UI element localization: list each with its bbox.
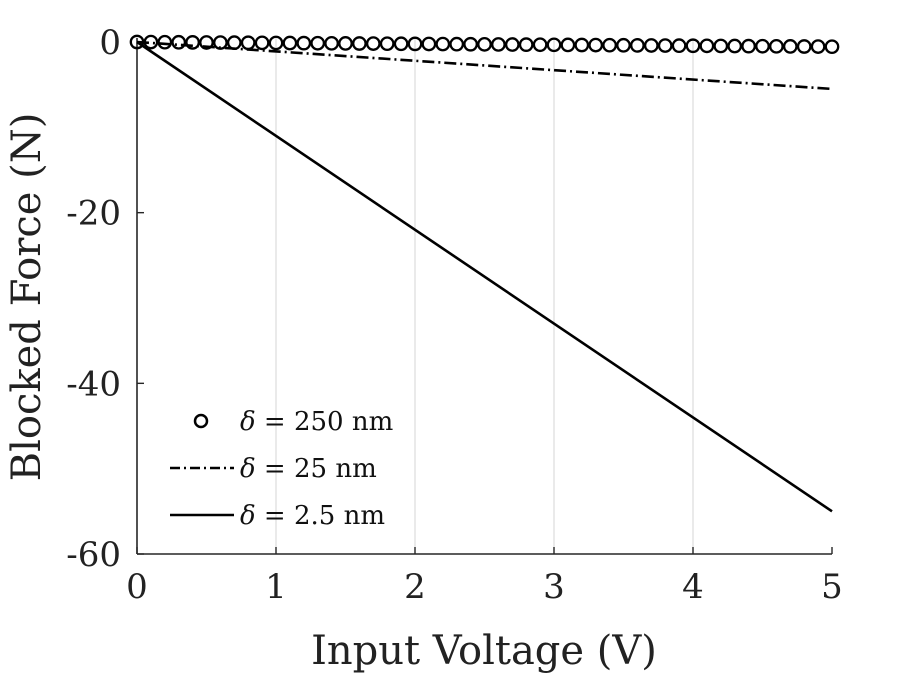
y-tick-label: -40 bbox=[66, 364, 121, 404]
data-point-circle bbox=[171, 34, 187, 50]
data-point-circle bbox=[379, 36, 395, 52]
data-point-circle bbox=[574, 37, 590, 53]
axes bbox=[136, 38, 833, 555]
x-tick-label: 4 bbox=[682, 567, 704, 607]
data-point-circle bbox=[491, 37, 506, 52]
data-point-circle bbox=[393, 36, 409, 52]
y-tick-label: 0 bbox=[99, 23, 121, 63]
data-point-circle bbox=[449, 36, 465, 52]
legend: δ = 250 nm δ = 25 nm δ = 2.5 nm bbox=[170, 407, 393, 531]
x-axis-title: Input Voltage (V) bbox=[311, 628, 657, 674]
legend-marker-circle bbox=[193, 413, 209, 429]
data-point-circle bbox=[310, 35, 326, 51]
data-point-circle bbox=[713, 38, 729, 54]
y-tick-label: -60 bbox=[66, 535, 121, 575]
x-tick-label: 2 bbox=[404, 567, 426, 607]
x-tick-label: 3 bbox=[543, 567, 565, 607]
data-point-circle bbox=[532, 37, 548, 53]
data-point-circle bbox=[810, 39, 826, 54]
data-point-circle bbox=[268, 35, 284, 51]
data-point-circle bbox=[782, 39, 798, 54]
data-point-circle bbox=[824, 39, 840, 55]
data-point-circle bbox=[727, 38, 743, 54]
data-point-circle bbox=[602, 37, 617, 53]
tick-labels: 0 1 2 3 4 5 0 -20 -40 -60 bbox=[66, 23, 843, 607]
series-line-dashdot bbox=[136, 40, 833, 91]
legend-label: δ = 2.5 nm bbox=[240, 501, 385, 531]
data-point-circle bbox=[296, 35, 312, 51]
grid-lines bbox=[275, 38, 694, 554]
data-point-circle bbox=[685, 38, 701, 54]
data-point-circle bbox=[407, 36, 423, 52]
data-point-circle bbox=[324, 35, 339, 51]
data-point-circle bbox=[463, 36, 478, 52]
y-axis-title: Blocked Force (N) bbox=[4, 113, 50, 482]
data-point-circle bbox=[588, 37, 604, 53]
data-point-circle bbox=[741, 38, 756, 54]
data-point-circle bbox=[796, 39, 812, 54]
data-point-circle bbox=[560, 37, 576, 53]
data-point-circle bbox=[504, 37, 520, 52]
data-point-circle bbox=[477, 36, 492, 52]
data-point-circle bbox=[546, 37, 562, 53]
data-point-circle bbox=[699, 38, 715, 54]
data-point-circle bbox=[518, 37, 534, 52]
data-point-circle bbox=[657, 38, 673, 53]
data-point-circle bbox=[352, 36, 367, 51]
data-point-circle bbox=[769, 38, 784, 54]
data-point-circle bbox=[421, 36, 437, 52]
data-point-circle bbox=[338, 36, 353, 51]
data-point-circle bbox=[435, 36, 451, 52]
data-point-circle bbox=[616, 37, 631, 53]
data-point-circle bbox=[254, 35, 270, 51]
series-line-solid bbox=[136, 40, 833, 513]
data-point-circle bbox=[365, 36, 381, 51]
x-tick-label: 5 bbox=[821, 567, 843, 607]
data-point-circle bbox=[671, 38, 687, 54]
data-point-circle bbox=[755, 38, 770, 54]
legend-label: δ = 25 nm bbox=[240, 454, 377, 484]
data-point-circle bbox=[630, 38, 645, 53]
data-series bbox=[129, 34, 840, 513]
x-tick-label: 0 bbox=[126, 567, 148, 607]
data-point-circle bbox=[199, 35, 214, 50]
data-point-circle bbox=[643, 38, 659, 53]
legend-label: δ = 250 nm bbox=[240, 407, 393, 437]
data-point-circle bbox=[157, 34, 173, 50]
y-tick-label: -20 bbox=[66, 194, 121, 234]
data-point-circle bbox=[185, 35, 200, 50]
data-point-circle bbox=[282, 35, 298, 51]
x-tick-label: 1 bbox=[265, 567, 287, 607]
